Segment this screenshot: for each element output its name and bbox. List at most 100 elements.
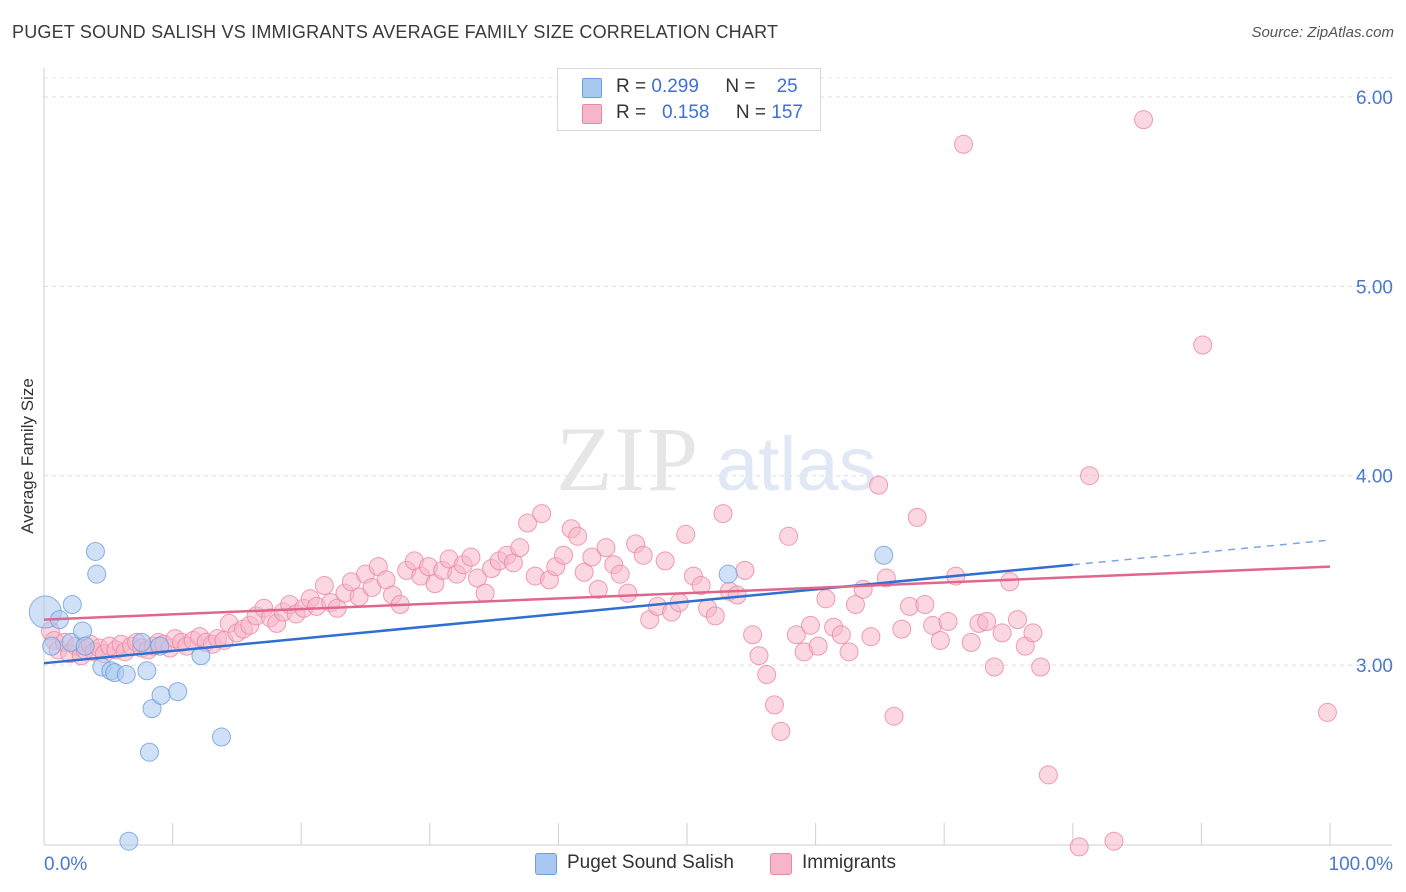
y-tick-label: 4.00 <box>1356 467 1393 488</box>
immigrants-point <box>314 576 334 596</box>
salish-point <box>87 564 107 584</box>
axes <box>43 68 1392 846</box>
y-tick-label: 5.00 <box>1356 277 1393 298</box>
x-tick-label: 100.0% <box>1329 854 1394 875</box>
immigrants-point <box>839 642 859 662</box>
salish-trend-extension <box>1072 539 1331 566</box>
immigrants-point <box>884 706 904 726</box>
legend-stats-immigrants: R = 0.158 N = 157 <box>616 102 803 124</box>
r-value: 0.299 <box>651 76 699 97</box>
immigrants-point <box>633 545 653 565</box>
y-tick-label: 6.00 <box>1356 88 1393 109</box>
immigrants-point <box>713 504 733 524</box>
watermark-atlas: atlas <box>716 422 877 507</box>
x-tick-label: 0.0% <box>44 854 87 875</box>
immigrants-point <box>743 625 763 645</box>
immigrants-point <box>676 524 696 544</box>
immigrants-point <box>618 583 638 603</box>
r-label: R = <box>616 102 647 123</box>
r-value: 0.158 <box>661 102 710 123</box>
immigrants-point <box>510 538 530 558</box>
salish-trend-line <box>43 563 1073 665</box>
immigrants-point <box>518 513 538 533</box>
y-tick-labels: 3.00 4.00 5.00 6.00 <box>1356 88 1393 677</box>
y-tick-label: 3.00 <box>1356 656 1393 677</box>
immigrants-point <box>953 134 973 154</box>
immigrants-point <box>655 551 675 571</box>
n-value: 157 <box>771 102 803 123</box>
salish-point <box>75 636 95 656</box>
immigrants-point <box>1080 466 1100 486</box>
salish-point <box>42 636 62 656</box>
watermark-zip: ZIP <box>556 408 700 510</box>
series-puget-sound-salish <box>28 541 894 851</box>
immigrants-point <box>588 579 608 599</box>
salish-point <box>191 646 211 666</box>
immigrants-point <box>749 646 769 666</box>
immigrants-point <box>568 526 588 546</box>
immigrants-point <box>1031 657 1051 677</box>
salish-point <box>132 632 152 652</box>
immigrants-point <box>574 562 594 582</box>
legend-label-salish: Puget Sound Salish <box>567 852 734 873</box>
salish-point <box>168 682 188 702</box>
immigrants-point <box>869 475 889 495</box>
immigrants-point <box>532 504 552 524</box>
immigrants-trend-line <box>43 565 1331 621</box>
immigrants-point <box>1008 610 1028 630</box>
immigrants-point <box>808 636 828 656</box>
immigrants-point <box>1000 572 1020 592</box>
immigrants-point <box>1193 335 1213 355</box>
immigrants-point <box>1317 702 1337 722</box>
immigrants-point <box>1038 765 1058 785</box>
immigrants-point <box>1023 623 1043 643</box>
trend-lines <box>43 539 1331 665</box>
n-label: N = <box>725 76 756 97</box>
salish-point <box>151 685 171 705</box>
immigrants-point <box>757 665 777 685</box>
salish-point <box>119 831 139 851</box>
immigrants-point <box>771 721 791 741</box>
immigrants-point <box>1104 831 1124 851</box>
immigrants-point <box>691 576 711 596</box>
grid-lines <box>44 77 1392 666</box>
salish-point <box>137 661 157 681</box>
salish-point <box>139 742 159 762</box>
legend-swatch-salish <box>582 78 602 98</box>
salish-point <box>116 665 136 685</box>
salish-point <box>142 699 162 719</box>
immigrants-point <box>861 627 881 647</box>
series-legend: Puget Sound Salish Immigrants <box>0 852 1406 878</box>
legend-swatch-immigrants <box>770 853 792 875</box>
immigrants-point <box>610 564 630 584</box>
salish-point <box>718 564 738 584</box>
immigrants-point <box>930 630 950 650</box>
legend-label-immigrants: Immigrants <box>802 852 896 873</box>
immigrants-point <box>1134 110 1154 130</box>
immigrants-point <box>816 589 836 609</box>
immigrants-point <box>735 560 755 580</box>
immigrants-point <box>1069 837 1089 857</box>
salish-point <box>85 541 105 561</box>
immigrants-point <box>984 657 1004 677</box>
n-value: 25 <box>776 76 798 97</box>
legend-swatch-salish <box>535 853 557 875</box>
chart-title: PUGET SOUND SALISH VS IMMIGRANTS AVERAGE… <box>12 22 779 42</box>
immigrants-point <box>467 568 487 588</box>
immigrants-point <box>938 612 958 632</box>
legend-swatch-immigrants <box>582 104 602 124</box>
immigrants-point <box>596 538 616 558</box>
immigrants-point <box>554 545 574 565</box>
immigrants-point <box>475 583 495 603</box>
immigrants-point <box>582 547 602 567</box>
series-immigrants <box>40 110 1337 857</box>
immigrants-point <box>800 615 820 635</box>
x-tick-labels: 0.0% 100.0% <box>44 854 1393 875</box>
salish-point <box>62 594 82 614</box>
immigrants-point <box>977 612 997 632</box>
source-label: Source: ZipAtlas.com <box>1251 24 1394 41</box>
immigrants-point <box>892 619 912 639</box>
immigrants-point <box>461 547 481 567</box>
correlation-legend: R = 0.299 N = 25 R = 0.158 N = 157 <box>557 68 821 131</box>
